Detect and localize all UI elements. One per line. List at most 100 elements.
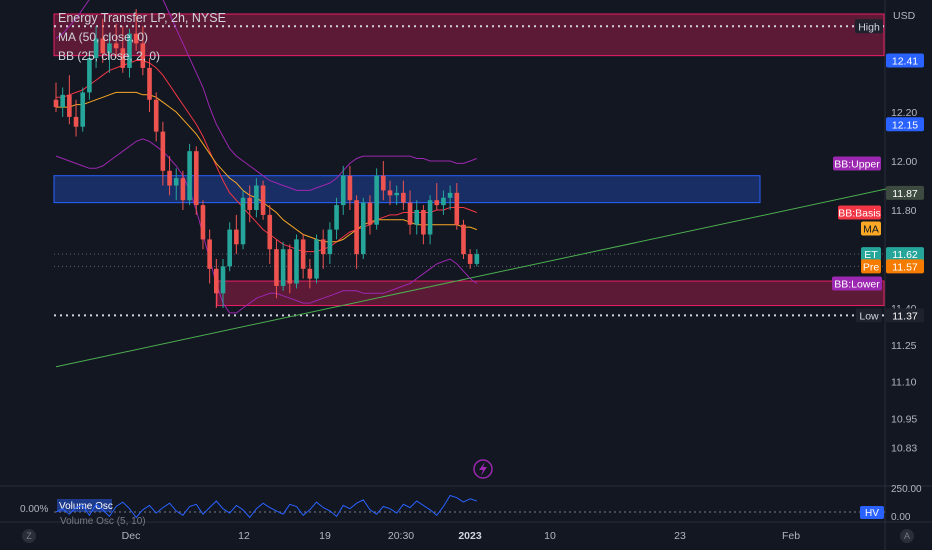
pre-tag: Pre xyxy=(863,261,880,273)
low-tag: Low xyxy=(859,310,879,322)
candle-body[interactable] xyxy=(434,200,440,206)
candle-body[interactable] xyxy=(287,249,293,284)
candle-body[interactable] xyxy=(300,239,306,269)
candle-body[interactable] xyxy=(394,192,399,196)
candle-body[interactable] xyxy=(200,205,206,240)
candle-body[interactable] xyxy=(234,229,239,245)
candle-body[interactable] xyxy=(314,239,319,279)
candle-body[interactable] xyxy=(173,178,179,186)
legend-ma[interactable]: MA (50, close, 0) xyxy=(58,30,149,44)
candle-body[interactable] xyxy=(401,192,406,203)
candle-body[interactable] xyxy=(407,202,413,225)
price-label: 11.62 xyxy=(892,249,918,261)
candle-body[interactable] xyxy=(414,210,420,225)
candle-body[interactable] xyxy=(220,266,226,294)
candle-body[interactable] xyxy=(267,214,273,250)
bb-basis-tag-bg[interactable] xyxy=(838,205,881,220)
candle-body[interactable] xyxy=(93,38,99,59)
candle-body[interactable] xyxy=(294,239,299,284)
candle-body[interactable] xyxy=(340,175,346,206)
candle-body[interactable] xyxy=(427,200,433,235)
candle-body[interactable] xyxy=(360,202,366,255)
volume-osc-label-bg[interactable] xyxy=(57,499,112,512)
candle-body[interactable] xyxy=(193,151,199,206)
candle-body[interactable] xyxy=(113,43,119,49)
bb-lower-tag-bg[interactable] xyxy=(832,276,882,291)
candle-body[interactable] xyxy=(447,192,453,198)
hv-tag-bg[interactable] xyxy=(860,506,884,519)
bb-basis-line[interactable] xyxy=(56,60,477,253)
auto-scale-a-button[interactable]: A xyxy=(900,529,914,543)
candle-body[interactable] xyxy=(461,224,466,255)
candle-body[interactable] xyxy=(381,175,386,191)
candle-body[interactable] xyxy=(334,205,339,230)
candle-body[interactable] xyxy=(374,175,379,225)
candle-body[interactable] xyxy=(387,190,393,196)
high-tag-bg[interactable] xyxy=(855,19,883,34)
candle-body[interactable] xyxy=(454,192,460,225)
candle-body[interactable] xyxy=(441,197,446,206)
candle-body[interactable] xyxy=(274,249,279,286)
middle-zone[interactable] xyxy=(53,175,761,204)
pre-tag-bg[interactable] xyxy=(861,259,881,274)
candle-body[interactable] xyxy=(87,58,92,93)
bb-lower-line[interactable] xyxy=(55,138,478,314)
candle-body[interactable] xyxy=(120,48,126,68)
candle-body[interactable] xyxy=(133,33,139,44)
high-tag: High xyxy=(858,21,880,33)
candle-body[interactable] xyxy=(100,38,106,54)
volume-osc-line[interactable] xyxy=(55,494,477,519)
candle-body[interactable] xyxy=(214,268,219,294)
candle-body[interactable] xyxy=(354,200,359,255)
candle-body[interactable] xyxy=(474,254,480,264)
low-tag-bg[interactable] xyxy=(856,308,882,323)
candle-body[interactable] xyxy=(227,229,232,267)
volume-osc-subtitle: Volume Osc (5, 10) xyxy=(60,516,146,527)
legend-bb[interactable]: BB (25, close, 2, 0) xyxy=(58,49,161,63)
price-label-bg[interactable] xyxy=(886,53,924,68)
bb-upper-line[interactable] xyxy=(55,0,477,191)
candle-body[interactable] xyxy=(347,175,353,201)
candle-body[interactable] xyxy=(467,254,473,264)
upper-resistance-zone[interactable] xyxy=(53,13,885,57)
candle-body[interactable] xyxy=(107,43,112,54)
bb-upper-tag-bg[interactable] xyxy=(833,156,881,171)
candle-body[interactable] xyxy=(180,178,186,201)
timezone-z-button[interactable]: Z xyxy=(22,529,36,543)
candle-body[interactable] xyxy=(67,94,72,117)
price-label-bg[interactable] xyxy=(886,117,924,132)
candle-body[interactable] xyxy=(280,249,286,286)
lower-support-zone[interactable] xyxy=(216,280,885,307)
candle-body[interactable] xyxy=(60,94,65,108)
price-label-bg[interactable] xyxy=(886,185,924,200)
candle-body[interactable] xyxy=(160,131,166,171)
candle-body[interactable] xyxy=(327,229,333,255)
et-tag-bg[interactable] xyxy=(861,247,881,262)
ma-50-line[interactable] xyxy=(56,91,477,243)
ma-tag-bg[interactable] xyxy=(861,221,881,236)
candle-body[interactable] xyxy=(247,197,253,210)
candle-body[interactable] xyxy=(53,99,59,108)
candle-body[interactable] xyxy=(307,268,313,279)
price-label-bg[interactable] xyxy=(886,259,924,274)
lightning-icon[interactable] xyxy=(473,459,493,479)
candle-body[interactable] xyxy=(207,239,212,269)
candle-body[interactable] xyxy=(73,116,79,127)
candle-body[interactable] xyxy=(140,43,146,68)
candle-body[interactable] xyxy=(254,185,259,211)
price-label-bg[interactable] xyxy=(886,247,924,262)
candle-body[interactable] xyxy=(167,170,172,186)
candle-body[interactable] xyxy=(260,185,266,215)
trendline[interactable] xyxy=(55,187,892,368)
candle-body[interactable] xyxy=(127,33,132,68)
candle-body[interactable] xyxy=(421,210,426,235)
candle-body[interactable] xyxy=(367,202,373,225)
candle-body[interactable] xyxy=(80,92,86,127)
candle-body[interactable] xyxy=(240,197,246,245)
candle-body[interactable] xyxy=(147,67,152,100)
candle-body[interactable] xyxy=(187,151,192,201)
candle-body[interactable] xyxy=(153,99,159,132)
price-label-bg[interactable] xyxy=(886,308,924,323)
candle-body[interactable] xyxy=(320,239,326,255)
